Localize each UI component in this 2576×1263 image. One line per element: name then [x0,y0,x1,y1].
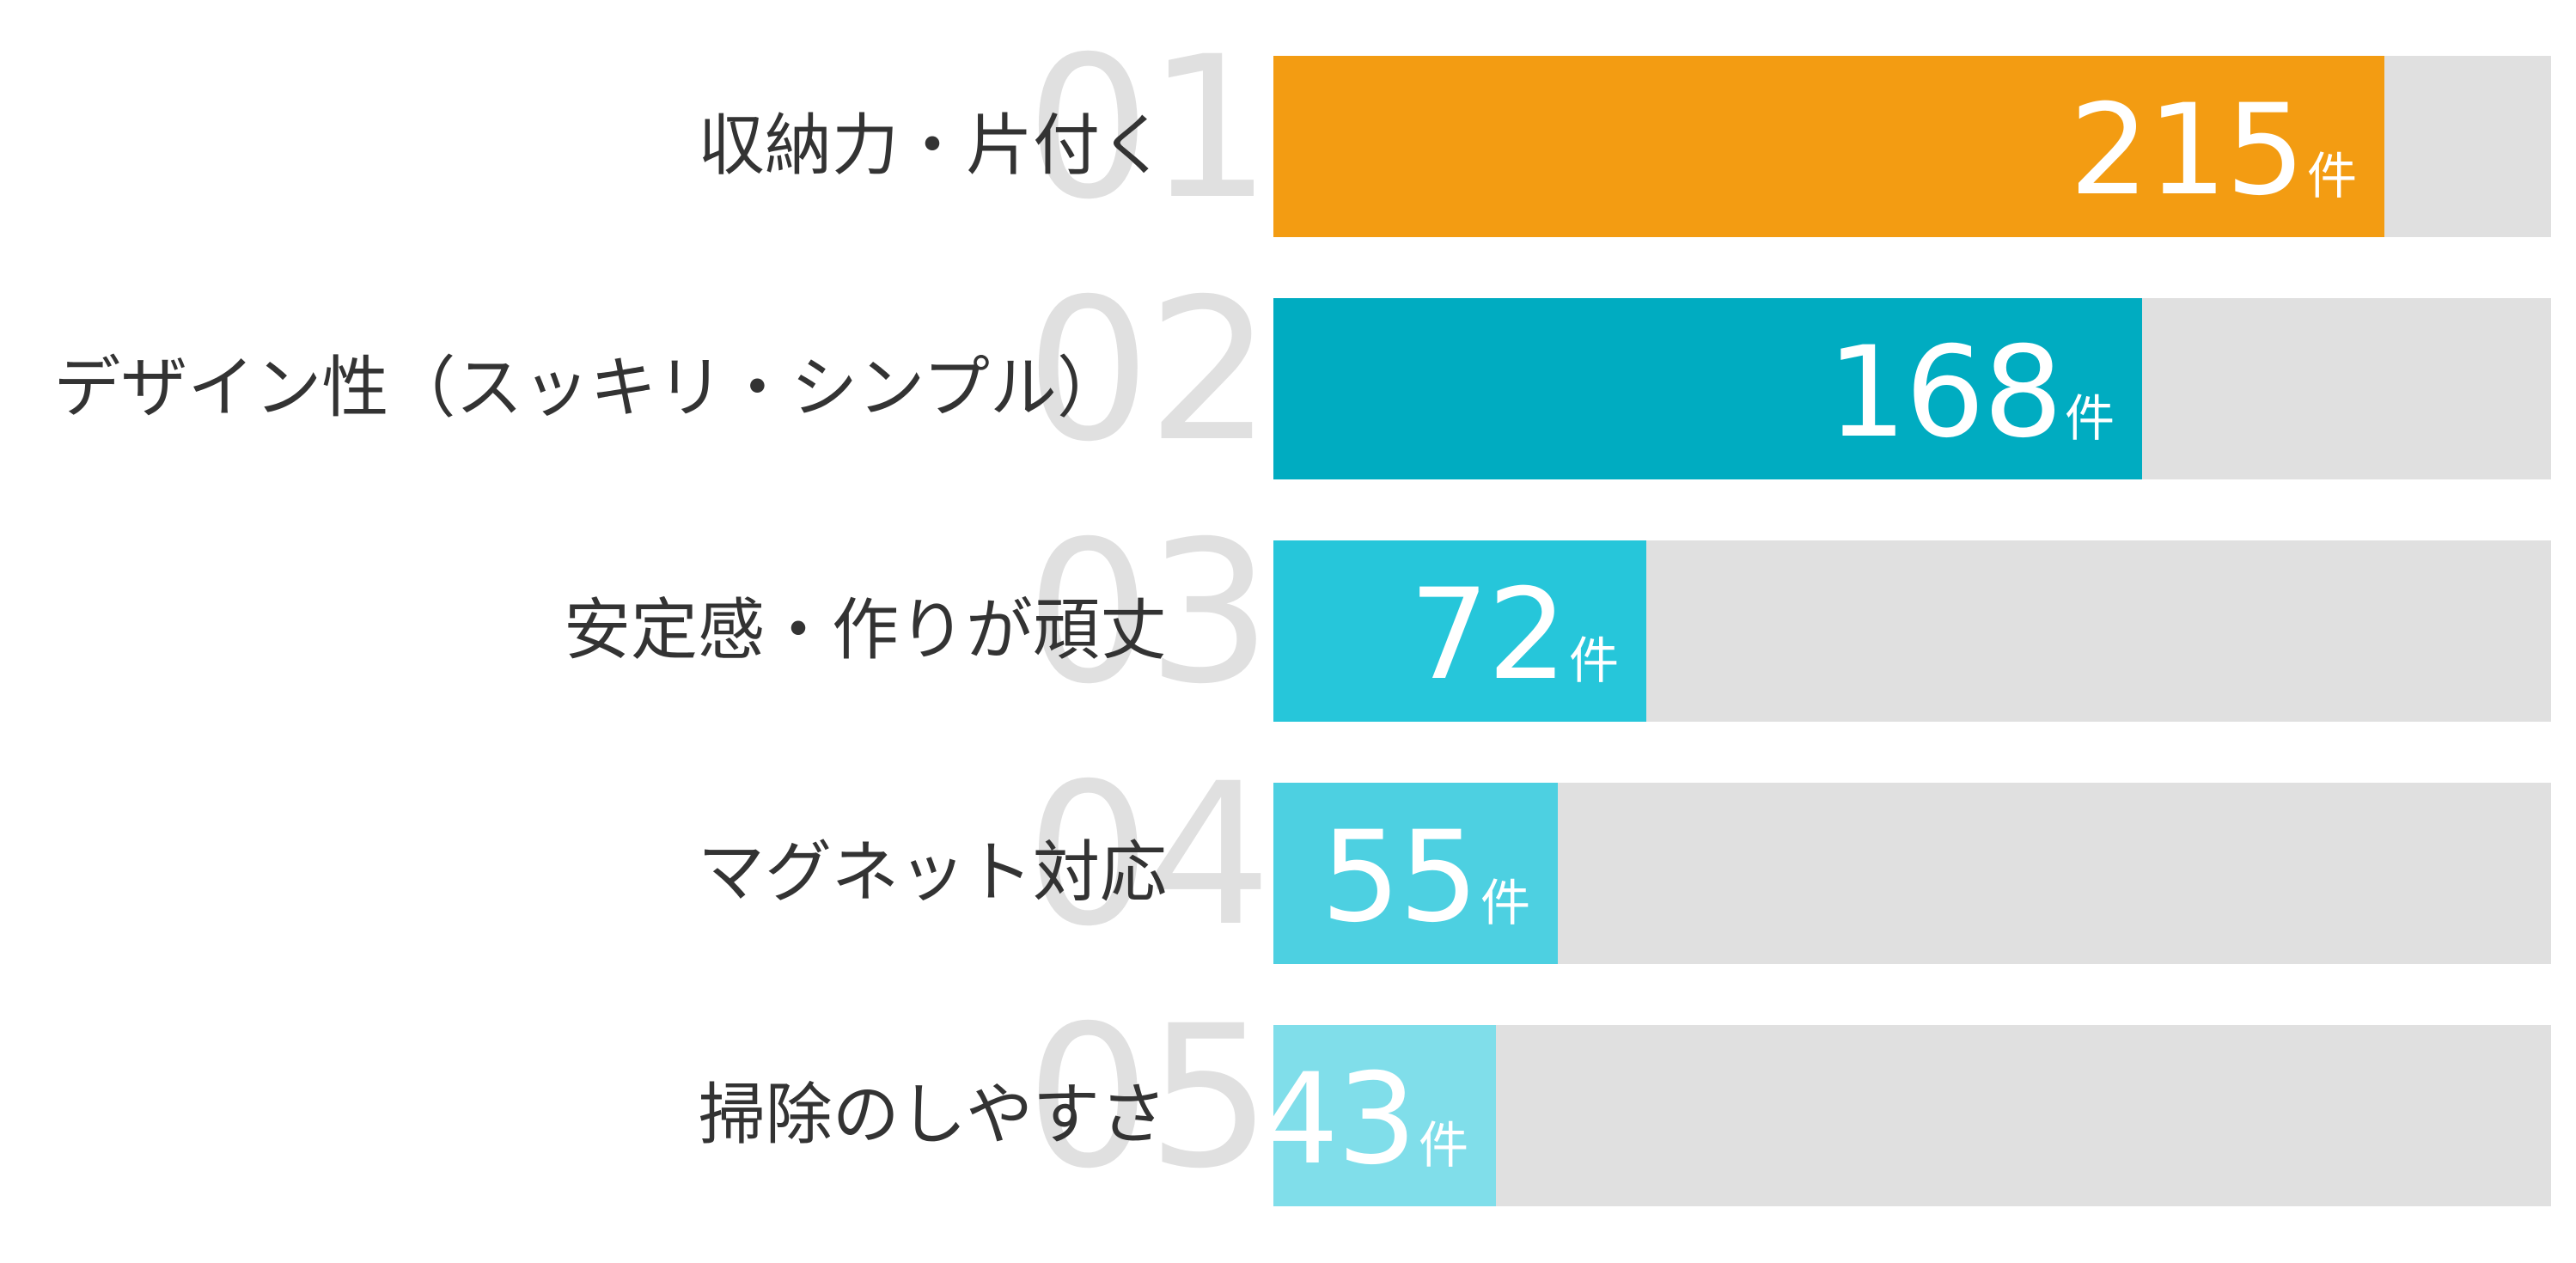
bar-fill: 43件 [1259,1025,1496,1206]
rank-number: 05 [1025,983,1272,1211]
value-label: 43件 [1259,1057,1468,1182]
category-label: 安定感・作りが頑丈 [563,592,1167,669]
category-label: 収納力・片付く [697,107,1167,185]
rank-number: 01 [1025,14,1272,242]
value-number: 72 [1409,562,1567,708]
value-unit: 件 [1480,874,1530,932]
value-number: 55 [1321,804,1479,950]
chart-row-4: 04 マグネット対応 55件 [0,757,2576,964]
bar-fill: 168件 [1273,298,2142,479]
chart-row-5: 05 掃除のしやすさ 43件 [0,999,2576,1206]
value-unit: 件 [2064,389,2115,448]
rank-number: 02 [1025,256,1272,485]
bar-fill: 215件 [1273,56,2384,237]
value-unit: 件 [2306,147,2357,205]
rank-number: 03 [1025,498,1272,727]
bar-track: 55件 [1273,783,2551,964]
bar-track: 215件 [1273,56,2551,237]
value-number: 43 [1259,1046,1417,1193]
chart-row-2: 02 デザイン性（スッキリ・シンプル） 168件 [0,272,2576,479]
value-label: 55件 [1321,815,1530,940]
value-label: 215件 [2069,88,2357,213]
value-unit: 件 [1568,632,1619,690]
value-label: 168件 [1827,330,2115,455]
bar-fill: 72件 [1273,540,1646,722]
chart-row-3: 03 安定感・作りが頑丈 72件 [0,515,2576,722]
value-unit: 件 [1418,1116,1468,1175]
bar-track: 72件 [1273,540,2551,722]
value-label: 72件 [1409,572,1619,698]
value-number: 168 [1827,320,2063,466]
category-label: マグネット対応 [697,834,1167,912]
category-label: 掃除のしやすさ [698,1077,1167,1154]
bar-track: 43件 [1259,1025,2551,1206]
value-number: 215 [2069,77,2305,223]
category-label: デザイン性（スッキリ・シンプル） [53,350,1124,427]
bar-track: 168件 [1273,298,2551,479]
bar-fill: 55件 [1273,783,1558,964]
rank-number: 04 [1025,741,1272,969]
chart-row-1: 01 収納力・片付く 215件 [0,30,2576,237]
